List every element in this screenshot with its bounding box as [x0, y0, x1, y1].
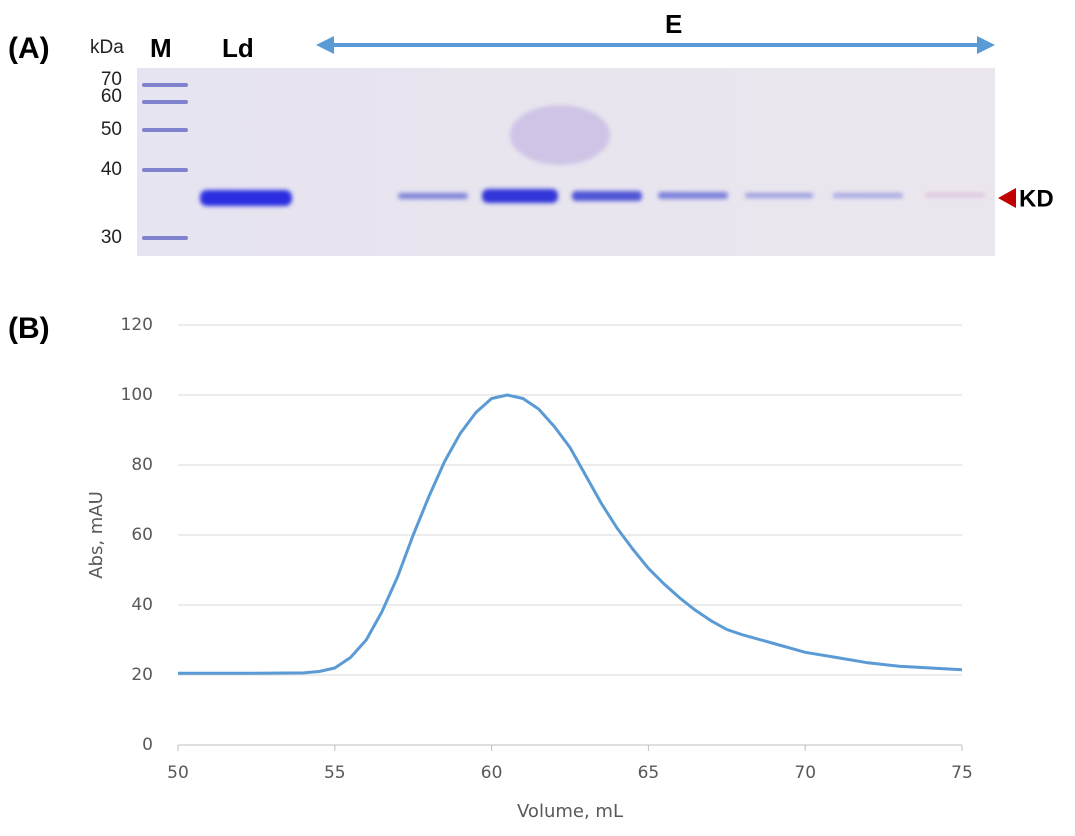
elution-arrow: [316, 36, 995, 54]
panel-label: (A): [8, 32, 50, 65]
unit-label: kDa: [90, 37, 124, 58]
band: [833, 193, 903, 198]
ladder-band: [142, 236, 188, 240]
ladder-band: [142, 128, 188, 132]
data-line: [178, 393, 963, 675]
y-tick-label: 20: [131, 665, 153, 685]
x-tick-label: 65: [638, 763, 660, 783]
ladder-label: 40: [101, 159, 122, 180]
ladder: [142, 83, 188, 240]
ladder-label: 50: [101, 119, 122, 140]
x-tick-label: 70: [794, 763, 816, 783]
ladder-band: [142, 100, 188, 104]
lane-label: M: [150, 33, 172, 63]
panel-label: (B): [8, 312, 50, 345]
band: [572, 191, 642, 201]
y-axis-title: Abs, mAU: [86, 491, 107, 579]
y-tick-label: 120: [121, 315, 153, 335]
x-tick-label: 75: [951, 763, 973, 783]
gel-smear: [510, 105, 610, 165]
band-marker: [998, 188, 1016, 208]
ladder-label: 70: [101, 69, 122, 90]
ladder-band: [142, 83, 188, 87]
y-tick-label: 40: [131, 595, 153, 615]
y-tick-label: 0: [142, 735, 153, 755]
gel-bands: [200, 189, 985, 206]
y-tick-label: 60: [131, 525, 153, 545]
band: [200, 190, 292, 206]
band-label: KD: [1019, 185, 1054, 212]
band: [482, 189, 558, 203]
y-tick-label: 100: [121, 385, 153, 405]
x-tick-label: 60: [481, 763, 503, 783]
band: [745, 193, 813, 198]
x-tick-label: 50: [167, 763, 189, 783]
x-tick-label: 55: [324, 763, 346, 783]
ladder-label: 60: [101, 86, 122, 107]
band: [658, 192, 728, 199]
elution-label: E: [665, 9, 682, 39]
x-axis-title: Volume, mL: [517, 801, 623, 822]
ladder-label: 30: [101, 227, 122, 248]
band: [398, 193, 468, 199]
lane-label: Ld: [222, 33, 254, 63]
ladder-band: [142, 168, 188, 172]
y-tick-label: 80: [131, 455, 153, 475]
band: [925, 193, 985, 197]
